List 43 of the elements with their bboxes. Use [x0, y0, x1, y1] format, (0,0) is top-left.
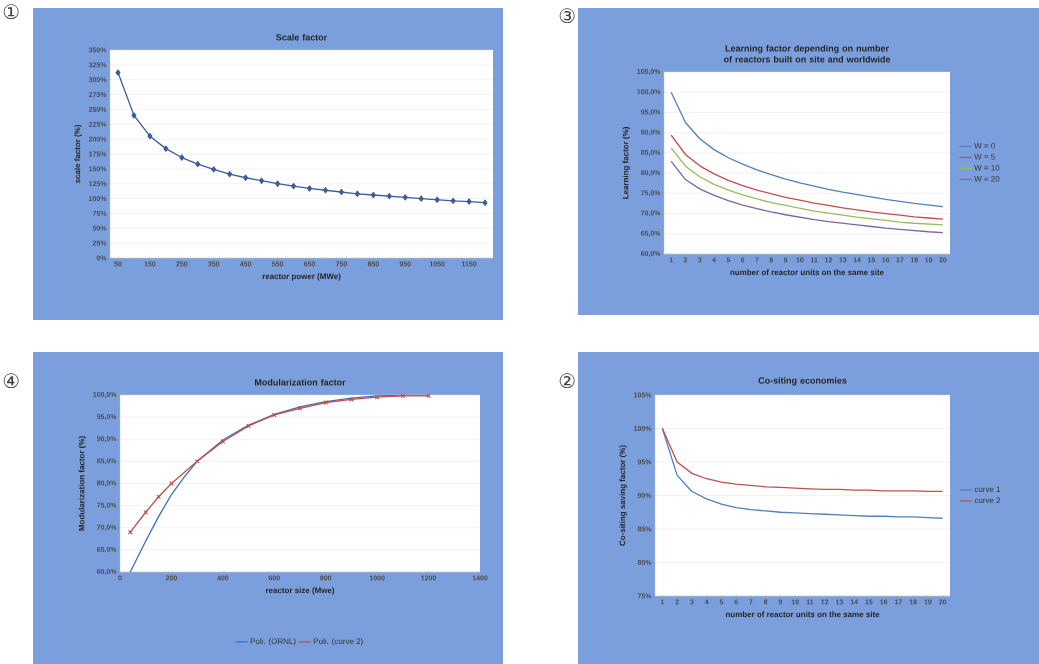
- point: [220, 439, 226, 444]
- point: [323, 400, 329, 405]
- point: [147, 133, 153, 140]
- point: [246, 423, 251, 429]
- point: [211, 166, 217, 173]
- point: [386, 193, 392, 200]
- point: [322, 187, 328, 194]
- point: [400, 393, 406, 399]
- chart-title: Learning factor depending on number of reactors built on site and worldwide: [723, 44, 891, 63]
- point: [179, 154, 185, 161]
- point: [115, 69, 121, 76]
- line-series: [661, 427, 944, 519]
- point: [402, 194, 408, 201]
- point: [338, 188, 344, 196]
- point: [370, 191, 376, 199]
- point: [194, 458, 200, 464]
- text: ②: [559, 373, 575, 389]
- chart-title: Scale factor: [276, 33, 328, 41]
- point: [374, 394, 380, 400]
- chart-title: Modularization factor: [255, 378, 346, 386]
- point: [227, 171, 233, 178]
- point: [131, 112, 137, 119]
- point: [297, 405, 303, 411]
- point: [291, 182, 297, 190]
- point: [354, 190, 360, 197]
- point: [434, 196, 440, 203]
- point: [259, 177, 265, 184]
- point: [466, 198, 472, 205]
- point: [156, 494, 161, 500]
- point: [163, 145, 169, 152]
- point: [482, 199, 488, 206]
- text: ①: [3, 4, 19, 20]
- point: [306, 185, 312, 192]
- point: [275, 180, 281, 187]
- point: [418, 195, 424, 202]
- chart-title: Co-siting economies: [758, 377, 847, 386]
- point: [271, 412, 277, 418]
- text: ④: [3, 373, 19, 389]
- point: [243, 174, 249, 181]
- point: [195, 160, 201, 168]
- text: ③: [559, 8, 575, 24]
- point: [143, 509, 149, 515]
- point: [450, 197, 456, 205]
